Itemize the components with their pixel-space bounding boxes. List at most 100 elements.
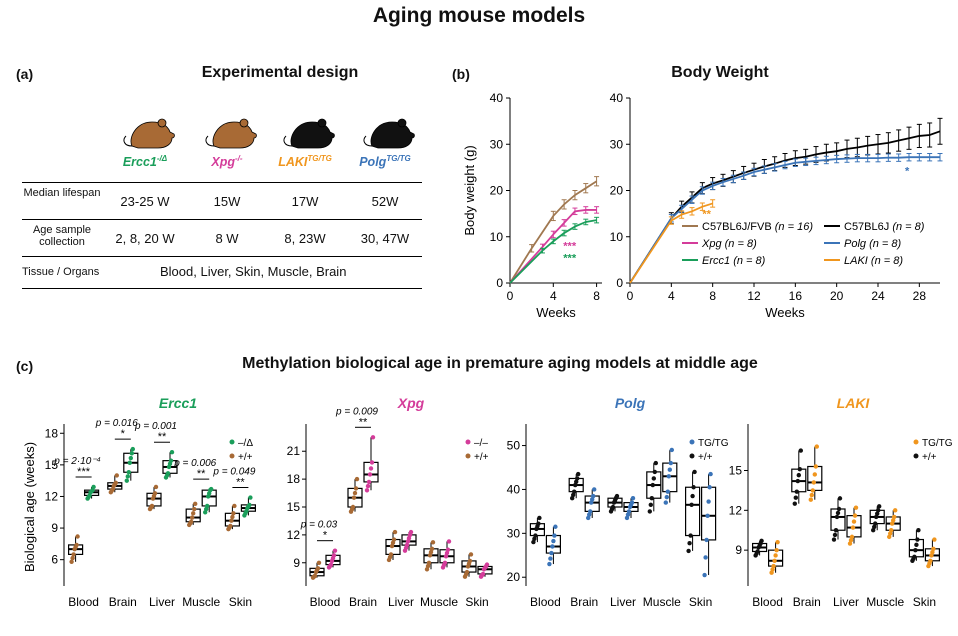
- boxplot-point: [404, 542, 410, 548]
- boxplot-point: [668, 460, 673, 466]
- bw-y-tick-label: 30: [490, 137, 504, 151]
- boxplot-point: [667, 467, 672, 472]
- boxplot-point: [129, 451, 134, 456]
- row-tissue-value: Blood, Liver, Skin, Muscle, Brain: [160, 264, 347, 279]
- boxplot-point: [847, 541, 853, 546]
- bw-y-tick-label: 20: [490, 184, 504, 198]
- bw-y-tick-label: 10: [490, 230, 504, 244]
- boxplot-point: [537, 515, 542, 521]
- boxplot-point: [232, 503, 237, 509]
- boxplot-point: [808, 497, 813, 502]
- boxplot-point: [647, 509, 652, 514]
- boxplot-category-label: Blood: [68, 595, 99, 609]
- mouse-body: [370, 121, 415, 149]
- age-laki: 8, 23W: [284, 231, 326, 246]
- boxplot-legend-label: +/+: [922, 452, 937, 463]
- boxplot-point: [708, 471, 713, 477]
- boxplot-point: [834, 514, 840, 520]
- boxplot-point: [795, 478, 800, 484]
- bw-series-line-laki: [629, 202, 713, 284]
- boxplot-legend-marker: [465, 453, 471, 459]
- boxplot-point: [553, 524, 558, 529]
- boxplot-point: [74, 542, 79, 548]
- bw-series-line-ercc1: [509, 219, 597, 284]
- boxplot-point: [429, 546, 435, 552]
- boxplot-y-tick-label: 12: [287, 528, 301, 542]
- boxplot-point: [835, 510, 841, 516]
- boxplot-point: [877, 504, 882, 509]
- boxplot-point: [837, 496, 843, 501]
- boxplot-y-tick-label: 30: [507, 526, 521, 540]
- boxplot-box: [767, 549, 784, 567]
- boxplot-point: [853, 505, 859, 510]
- bw-x-tick-label: 16: [789, 289, 803, 303]
- boxplot-point: [688, 533, 693, 538]
- boxplot-y-tick-label: 18: [287, 472, 301, 486]
- boxplot-point: [663, 500, 668, 505]
- boxplot-category-label: Liver: [149, 595, 175, 609]
- bw-legend-label: Ercc1 (n = 8): [702, 255, 766, 267]
- model-name-laki: LAKITG/TG: [278, 154, 332, 170]
- boxplot-category-label: Skin: [465, 595, 488, 609]
- mouse-icon: [283, 118, 335, 149]
- boxplot-category-label: Brain: [570, 595, 598, 609]
- boxplot-point: [205, 503, 210, 509]
- boxplot-point: [797, 466, 802, 472]
- boxplot-category-label: Liver: [388, 595, 414, 609]
- boxplot-point: [851, 519, 857, 524]
- bw-series-line-c57bl6jfvb: [509, 180, 598, 284]
- boxplot-point: [836, 506, 842, 512]
- boxplot-y-tick-label: 12: [729, 503, 743, 517]
- significance-stars: **: [359, 416, 368, 428]
- boxplot-category-label: Skin: [913, 595, 936, 609]
- bw-x-tick-label: 28: [913, 289, 927, 303]
- significance-pvalue: p = 0.001: [134, 421, 177, 432]
- boxplot-point: [774, 547, 779, 553]
- bw-annotation: ***: [563, 253, 577, 265]
- boxplot-point: [914, 542, 919, 548]
- boxplot-point: [812, 472, 817, 477]
- model-name-xpg: Xpg-/-: [211, 154, 243, 170]
- boxplot-point: [464, 569, 470, 575]
- boxplot-point: [364, 488, 370, 493]
- significance-pvalue: p = 2·10⁻⁴: [53, 456, 101, 467]
- row-label-tissue: Tissue / Organs: [22, 266, 100, 278]
- boxplot-point: [771, 563, 776, 569]
- boxplot-point: [691, 485, 696, 490]
- panel-b-label: (b): [452, 66, 470, 82]
- mouse-icon: [205, 118, 257, 149]
- boxplot-point: [165, 471, 171, 476]
- boxplot-point: [592, 487, 597, 492]
- significance-stars: **: [197, 468, 206, 480]
- boxplot-point: [648, 502, 653, 508]
- boxplot-point: [929, 553, 934, 558]
- boxplot-point: [932, 537, 937, 542]
- boxplot-point: [664, 494, 669, 500]
- bw-x-tick-label: 20: [830, 289, 844, 303]
- boxplot-point: [550, 544, 555, 549]
- boxplot-y-tick-label: 6: [51, 553, 58, 567]
- significance-pvalue: p = 0.049: [212, 467, 255, 478]
- boxplot-point: [125, 474, 130, 479]
- boxplot-point: [705, 513, 710, 518]
- bw-x-tick-label: 0: [627, 289, 634, 303]
- boxplot-category-label: Brain: [109, 595, 137, 609]
- significance-pvalue: p = 0.016: [95, 418, 138, 429]
- boxplot-point: [126, 470, 131, 475]
- lifespan-ercc1: 23-25 W: [120, 194, 170, 209]
- bw-legend-label: C57BL6J (n = 8): [844, 221, 925, 233]
- boxplot-point: [70, 555, 75, 561]
- boxplot-point: [913, 547, 918, 553]
- boxplot-point: [190, 515, 195, 520]
- boxplot-point: [551, 538, 556, 544]
- boxplot-legend-label: +/+: [698, 452, 713, 463]
- row-label-age-collection: Age sample collection: [32, 224, 92, 248]
- boxplot-point: [445, 547, 451, 552]
- boxplot-point: [891, 518, 896, 523]
- boxplot-point: [350, 504, 356, 510]
- bw-annotation: ***: [563, 241, 577, 253]
- boxplot-point: [533, 533, 538, 538]
- boxplot-title: Polg: [615, 395, 646, 411]
- bw-y-axis-label: Body weight (g): [462, 145, 477, 235]
- boxplot-category-label: Skin: [229, 595, 252, 609]
